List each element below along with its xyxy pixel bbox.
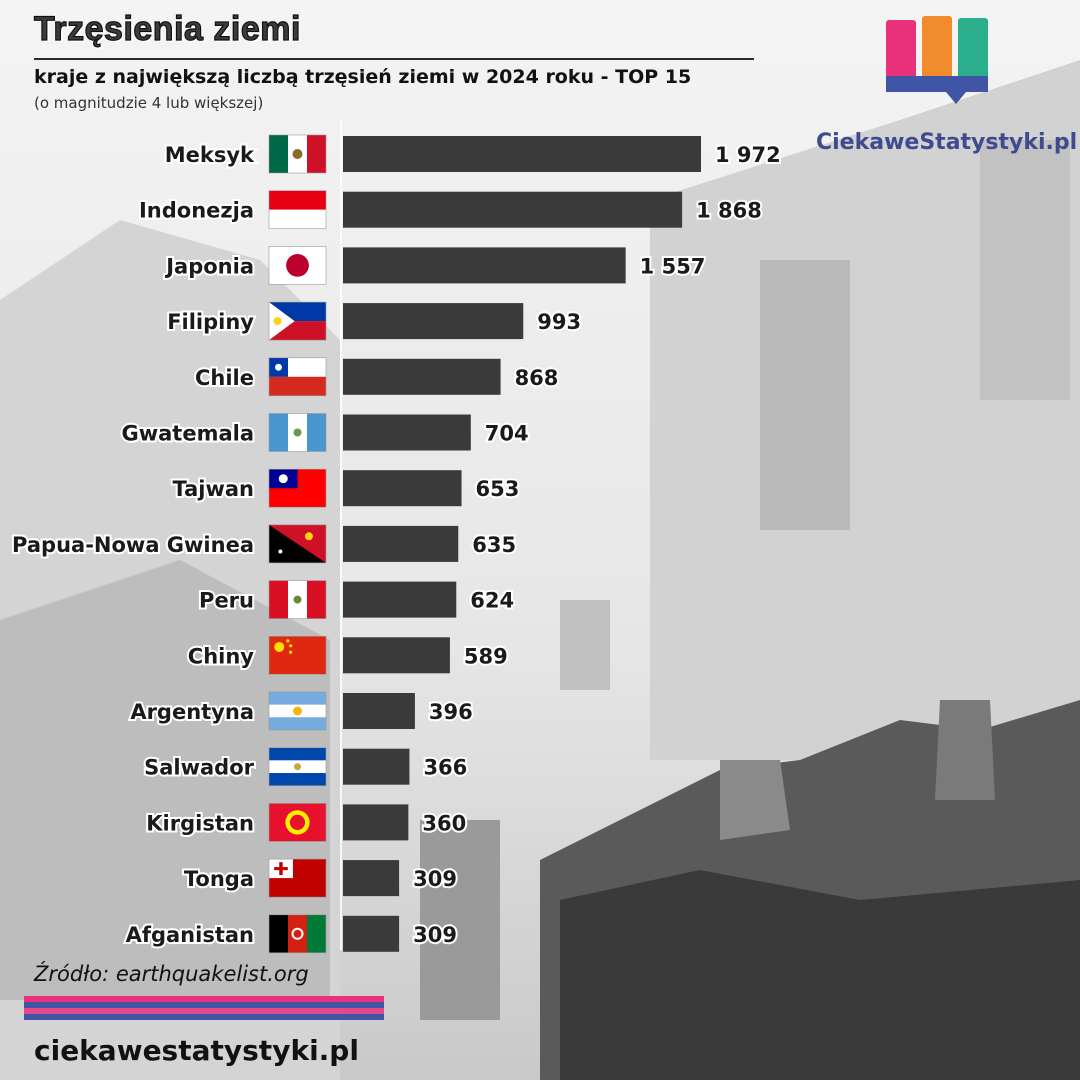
bar: [343, 915, 400, 952]
category-label: Japonia: [164, 254, 254, 278]
flag-el-salvador-icon: [268, 747, 327, 787]
flag-china-icon: [268, 635, 327, 675]
bar: [343, 470, 462, 507]
flag-mexico-icon: [268, 134, 327, 174]
bar: [343, 414, 471, 451]
category-label: Peru: [199, 589, 254, 613]
category-label: Chile: [195, 366, 254, 390]
category-label: Salwador: [144, 756, 255, 780]
flag-peru-icon: [268, 580, 327, 619]
brand-logo-icon: [886, 16, 988, 104]
flag-philippines-icon: [268, 301, 327, 341]
category-label: Indonezja: [139, 199, 254, 223]
bar: [343, 247, 626, 284]
bar: [343, 136, 701, 172]
value-label: 589: [464, 644, 508, 668]
category-label: Gwatemala: [121, 422, 254, 446]
source-note: Źródło: earthquakelist.org: [34, 962, 309, 986]
flag-japan-icon: [268, 246, 327, 285]
bar: [343, 637, 450, 674]
value-label: 396: [429, 700, 473, 724]
value-label: 1 868: [696, 199, 762, 223]
flag-taiwan-icon: [268, 468, 327, 508]
value-label: 624: [470, 589, 514, 613]
category-label: Papua-Nowa Gwinea: [12, 533, 254, 557]
brand-strip-pink: [24, 996, 384, 1002]
bar: [343, 303, 524, 340]
chart-title: Trzęsienia ziemi: [33, 9, 301, 48]
bar: [343, 358, 501, 395]
flag-argentina-icon: [268, 691, 327, 731]
value-label: 309: [413, 923, 457, 947]
brand-logo-text[interactable]: CiekaweStatystyki.pl: [816, 130, 1078, 155]
bar: [343, 804, 409, 841]
brand-strip-blue-2: [24, 1014, 384, 1020]
flag-kyrgyzstan-icon: [268, 803, 327, 842]
chart-note: (o magnitudzie 4 lub większej): [34, 94, 264, 112]
flag-guatemala-icon: [268, 413, 327, 452]
title-divider: [34, 58, 754, 60]
value-label: 366: [423, 756, 467, 780]
value-label: 868: [515, 366, 559, 390]
value-label: 993: [537, 310, 581, 334]
category-label: Filipiny: [167, 310, 254, 334]
value-label: 1 972: [715, 143, 781, 167]
category-label: Afganistan: [126, 923, 254, 947]
value-label: 360: [422, 811, 466, 835]
value-label: 704: [485, 422, 529, 446]
bar: [343, 693, 415, 729]
value-label: 653: [476, 477, 520, 501]
flag-papua-new-guinea-icon: [268, 524, 327, 564]
flag-tonga-icon: [268, 858, 327, 898]
category-label: Kirgistan: [146, 811, 254, 835]
bar: [343, 748, 410, 785]
category-label: Tajwan: [172, 477, 254, 501]
chart-subtitle: kraje z największą liczbą trzęsień ziemi…: [34, 66, 692, 88]
bar: [343, 525, 459, 562]
site-url[interactable]: ciekawestatystyki.pl: [34, 1034, 359, 1067]
brand-strip-blue: [24, 1002, 384, 1008]
value-label: 635: [472, 533, 516, 557]
category-label: Tonga: [184, 867, 254, 891]
bar: [343, 581, 457, 618]
category-label: Meksyk: [165, 143, 255, 167]
category-label: Chiny: [188, 644, 255, 668]
brand-strip-pink-2: [24, 1008, 384, 1014]
flag-chile-icon: [268, 357, 327, 397]
value-label: 309: [413, 867, 457, 891]
flag-indonesia-icon: [268, 190, 327, 229]
bar: [343, 860, 400, 897]
flag-afghanistan-icon: [268, 914, 327, 954]
bar-chart: Meksyk 1 972 Indonezja 1 868 Japonia 1 557 Fil…: [10, 120, 783, 954]
value-label: 1 557: [640, 254, 706, 278]
category-label: Argentyna: [130, 700, 254, 724]
bar: [343, 191, 683, 228]
